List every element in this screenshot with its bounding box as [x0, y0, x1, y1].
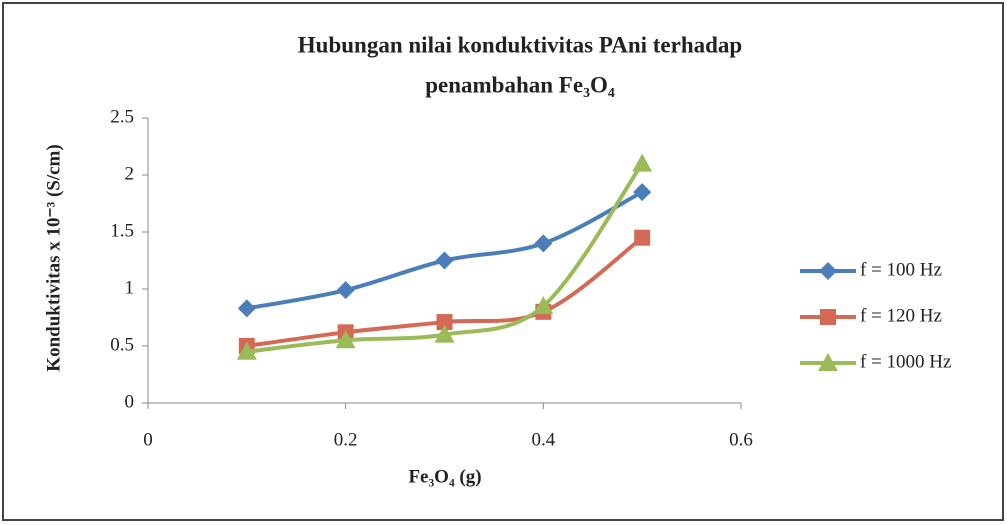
- series-line: [246, 162, 644, 354]
- y-tick-label: 1: [125, 277, 135, 298]
- marker: [336, 281, 355, 300]
- marker: [819, 262, 837, 280]
- y-tick-label: 0: [125, 391, 135, 412]
- marker: [436, 314, 453, 331]
- x-tick-label: 0: [143, 429, 153, 450]
- marker: [632, 153, 653, 172]
- marker: [434, 324, 455, 343]
- x-tick-label: 0.6: [729, 429, 753, 450]
- marker: [435, 251, 454, 270]
- legend-label: f = 1000 Hz: [860, 351, 951, 372]
- marker: [335, 330, 356, 349]
- legend-label: f = 100 Hz: [860, 259, 942, 280]
- marker: [820, 309, 836, 325]
- marker: [236, 341, 257, 360]
- x-axis-label: Fe₃O₄ (g): [408, 466, 481, 487]
- y-tick-label: 2.5: [110, 106, 134, 127]
- y-tick-label: 2: [125, 163, 135, 184]
- y-tick-label: 0.5: [110, 334, 134, 355]
- legend-label: f = 120 Hz: [860, 305, 942, 326]
- marker: [534, 234, 553, 253]
- marker: [237, 299, 256, 318]
- x-tick-label: 0.4: [531, 429, 555, 450]
- x-tick-label: 0.2: [334, 429, 358, 450]
- marker: [633, 183, 652, 202]
- chart-title: penambahan Fe₃O₄: [425, 72, 615, 97]
- chart-title: Hubungan nilai konduktivitas PAni terhad…: [298, 32, 742, 57]
- marker: [533, 296, 554, 315]
- y-tick-label: 1.5: [110, 220, 134, 241]
- y-axis-label: Konduktivitas x 10⁻³ (S/cm): [43, 144, 64, 371]
- marker: [818, 353, 838, 371]
- marker: [634, 229, 651, 246]
